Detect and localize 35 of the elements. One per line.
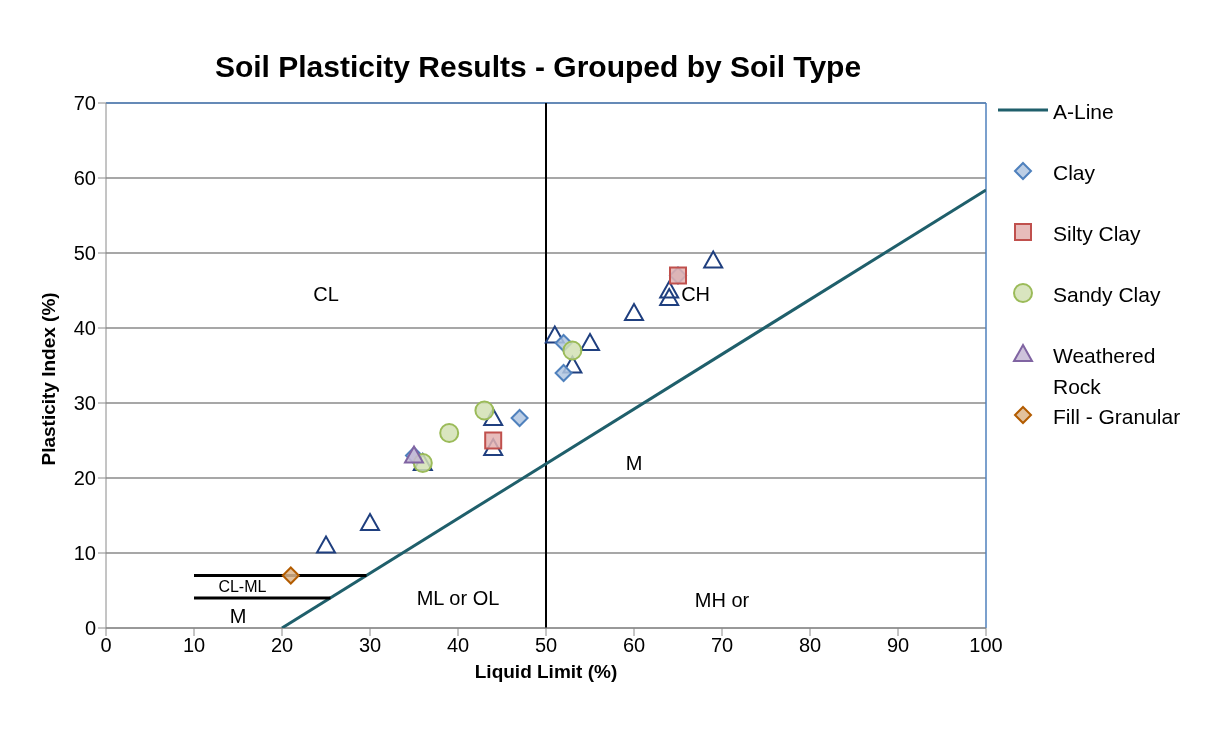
x-tick-label: 0 [100,634,112,657]
x-tick-label: 100 [969,634,1003,657]
x-tick-label: 10 [182,634,206,657]
annotation: CL [313,283,339,306]
annotation: CH [681,283,711,306]
annotation: MH or [694,588,750,611]
legend-label: Sandy Clay [1053,282,1162,308]
y-axis-title: Plasticity Index (%) [37,292,59,466]
x-tick-label: 20 [270,634,294,657]
legend-label: Fill - Granular [1053,404,1182,430]
x-tick-label: 90 [886,634,910,657]
y-tick-label: 60 [73,167,96,190]
x-axis-title: Liquid Limit (%) [474,661,618,682]
annotation: CL-ML [218,578,267,596]
x-tick-label: 30 [358,634,382,657]
y-tick-label: 10 [73,542,96,565]
legend-label: Weathered Rock [1053,343,1157,400]
chart-title: Soil Plasticity Results - Grouped by Soil Type [213,50,863,84]
annotation: M [625,452,643,475]
x-tick-label: 60 [622,634,646,657]
legend-label: A-Line [1053,99,1115,125]
x-tick-label: 50 [534,634,558,657]
x-tick-label: 40 [446,634,470,657]
y-tick-label: 20 [73,467,96,490]
y-tick-label: 50 [73,242,96,265]
annotation: M [229,605,247,628]
annotation: ML or OL [416,587,500,610]
x-tick-label: 80 [798,634,822,657]
x-tick-label: 70 [710,634,734,657]
legend-label: Silty Clay [1053,221,1142,247]
legend-label: Clay [1053,160,1096,186]
y-tick-label: 70 [73,92,96,115]
y-tick-label: 0 [84,617,96,640]
y-tick-label: 30 [73,392,96,415]
y-tick-label: 40 [73,317,96,340]
